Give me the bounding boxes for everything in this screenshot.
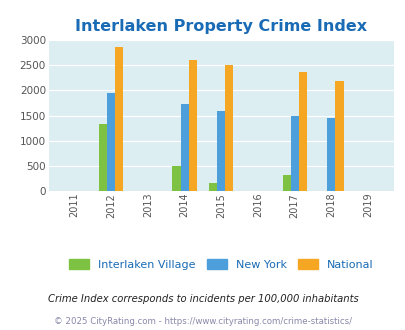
- Bar: [217, 111, 225, 191]
- Bar: [115, 47, 123, 191]
- Bar: [180, 104, 188, 191]
- Bar: [99, 124, 107, 191]
- Bar: [172, 166, 180, 191]
- Bar: [209, 183, 217, 191]
- Title: Interlaken Property Crime Index: Interlaken Property Crime Index: [75, 19, 367, 34]
- Bar: [326, 117, 335, 191]
- Bar: [335, 81, 343, 191]
- Bar: [282, 175, 290, 191]
- Legend: Interlaken Village, New York, National: Interlaken Village, New York, National: [65, 255, 377, 274]
- Bar: [188, 60, 196, 191]
- Text: Crime Index corresponds to incidents per 100,000 inhabitants: Crime Index corresponds to incidents per…: [47, 294, 358, 304]
- Bar: [290, 115, 298, 191]
- Bar: [225, 65, 233, 191]
- Bar: [298, 73, 306, 191]
- Bar: [107, 93, 115, 191]
- Text: © 2025 CityRating.com - https://www.cityrating.com/crime-statistics/: © 2025 CityRating.com - https://www.city…: [54, 317, 351, 326]
